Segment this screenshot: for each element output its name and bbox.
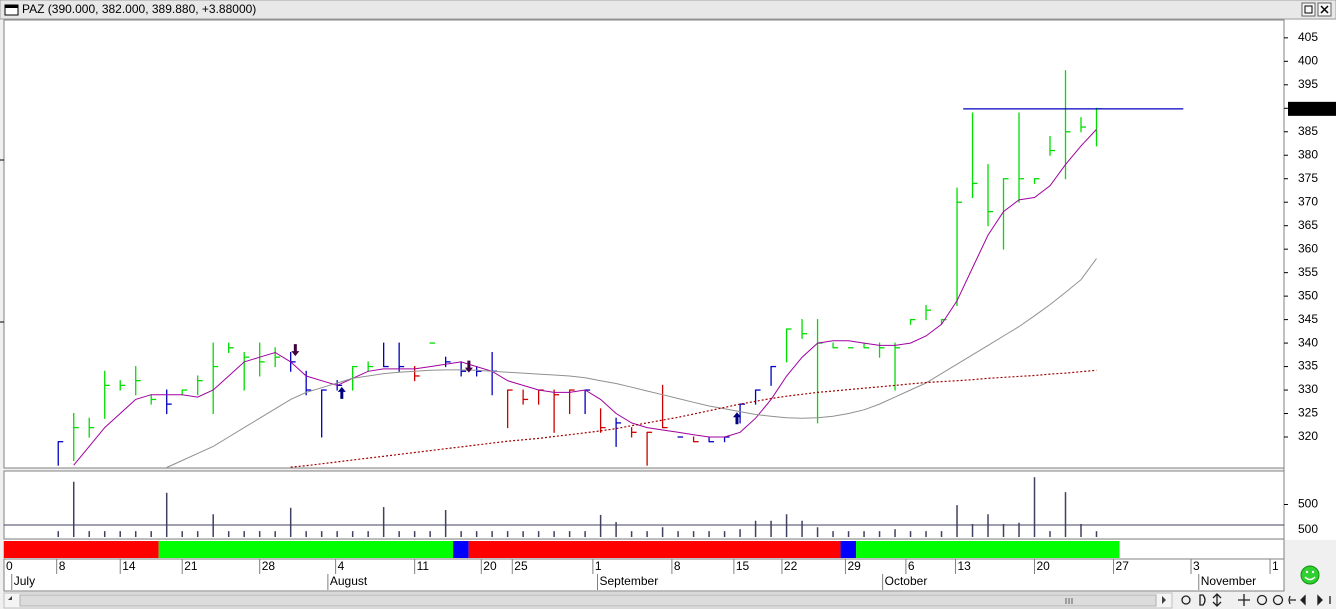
tool-vzoom[interactable] xyxy=(1212,593,1222,607)
x-tick-label: 13 xyxy=(957,559,971,573)
x-tick-label: 27 xyxy=(1116,559,1130,573)
y-tick-label: 385 xyxy=(1298,124,1318,138)
signal-segment xyxy=(3,541,159,558)
x-tick-label: 1 xyxy=(595,559,602,573)
volume-tick-label: 500 xyxy=(1298,497,1318,511)
y-tick-label: 395 xyxy=(1298,77,1318,91)
y-tick-label: 355 xyxy=(1298,265,1318,279)
volume-panel xyxy=(3,470,1285,540)
month-label: October xyxy=(885,574,928,588)
maximize-button[interactable] xyxy=(1301,2,1316,17)
x-tick-label: 14 xyxy=(122,559,136,573)
y-tick-label: 370 xyxy=(1298,194,1318,208)
toolbar xyxy=(1181,593,1331,607)
x-tick-label: 1 xyxy=(1272,559,1279,573)
x-tick-label: 20 xyxy=(1037,559,1051,573)
moving-average xyxy=(73,129,1097,466)
y-tick-label: 400 xyxy=(1298,53,1318,67)
month-label: July xyxy=(14,574,35,588)
signal-segment xyxy=(468,541,841,558)
maximize-icon xyxy=(1304,5,1313,14)
signal-segment xyxy=(840,541,857,558)
signal-segment xyxy=(453,541,469,558)
moving-average xyxy=(290,369,1097,468)
x-tick-label: 4 xyxy=(338,559,345,573)
tool-fit[interactable] xyxy=(1288,595,1296,605)
y-tick-label: 340 xyxy=(1298,335,1318,349)
signal-segment xyxy=(158,541,454,558)
x-tick-label: 29 xyxy=(847,559,861,573)
tool-pan[interactable] xyxy=(1238,594,1250,606)
x-tick-label: 15 xyxy=(736,559,750,573)
smiley-eye xyxy=(1311,570,1315,574)
month-label: September xyxy=(600,574,659,588)
x-tick-label: 25 xyxy=(514,559,528,573)
month-label: August xyxy=(330,574,368,588)
y-tick-label: 360 xyxy=(1298,241,1318,255)
tool-nav[interactable] xyxy=(1300,594,1331,606)
moving-average xyxy=(166,258,1097,468)
scroll-thumb[interactable] xyxy=(19,594,1157,607)
smiley-mouth xyxy=(1304,576,1316,581)
y-tick-label: 325 xyxy=(1298,406,1318,420)
y-tick-label: 345 xyxy=(1298,312,1318,326)
y-tick-label: 335 xyxy=(1298,359,1318,373)
y-tick-label: 320 xyxy=(1298,429,1318,443)
x-tick-label: 8 xyxy=(674,559,681,573)
price-panel xyxy=(3,19,1285,469)
close-icon xyxy=(1320,5,1329,14)
signal-arrow xyxy=(337,386,346,399)
signal-arrow xyxy=(732,412,741,425)
smiley-eye xyxy=(1305,570,1309,574)
signal-arrow xyxy=(291,344,300,357)
chart-title: PAZ (390.000, 382.000, 389.880, +3.88000… xyxy=(22,2,256,16)
x-tick-label: 11 xyxy=(417,559,430,573)
y-tick-label: 380 xyxy=(1298,147,1318,161)
x-tick-label: 6 xyxy=(908,559,915,573)
tool-refresh[interactable] xyxy=(1181,595,1191,605)
x-tick-label: 20 xyxy=(483,559,497,573)
y-tick-label: 350 xyxy=(1298,288,1318,302)
x-tick-label: 3 xyxy=(1193,559,1200,573)
y-tick-label: 405 xyxy=(1298,30,1318,44)
last-price-box xyxy=(1288,101,1336,116)
x-tick-label: 0 xyxy=(6,559,13,573)
month-label: November xyxy=(1201,574,1256,588)
volume-average-label: 500 xyxy=(1298,522,1318,536)
x-tick-label: 28 xyxy=(262,559,276,573)
axis-panel xyxy=(1284,20,1336,540)
y-tick-label: 375 xyxy=(1298,171,1318,185)
tool-d[interactable] xyxy=(1199,594,1206,606)
signal-arrow xyxy=(464,360,473,373)
tool-zoom-in[interactable] xyxy=(1272,594,1284,606)
smiley-icon[interactable] xyxy=(1300,565,1320,585)
tool-zoom-out[interactable] xyxy=(1256,594,1268,606)
scroll-grip xyxy=(1065,598,1073,604)
y-tick-label: 365 xyxy=(1298,218,1318,232)
x-tick-label: 21 xyxy=(184,559,198,573)
x-tick-label: 8 xyxy=(59,559,66,573)
title-bar xyxy=(0,0,1336,20)
window-icon-bar xyxy=(5,5,18,8)
last-price-label: 389.8800 xyxy=(1290,101,1336,115)
signal-segment xyxy=(856,541,1120,558)
x-tick-label: 22 xyxy=(784,559,798,573)
price-layer xyxy=(57,70,1184,468)
y-tick-label: 330 xyxy=(1298,382,1318,396)
